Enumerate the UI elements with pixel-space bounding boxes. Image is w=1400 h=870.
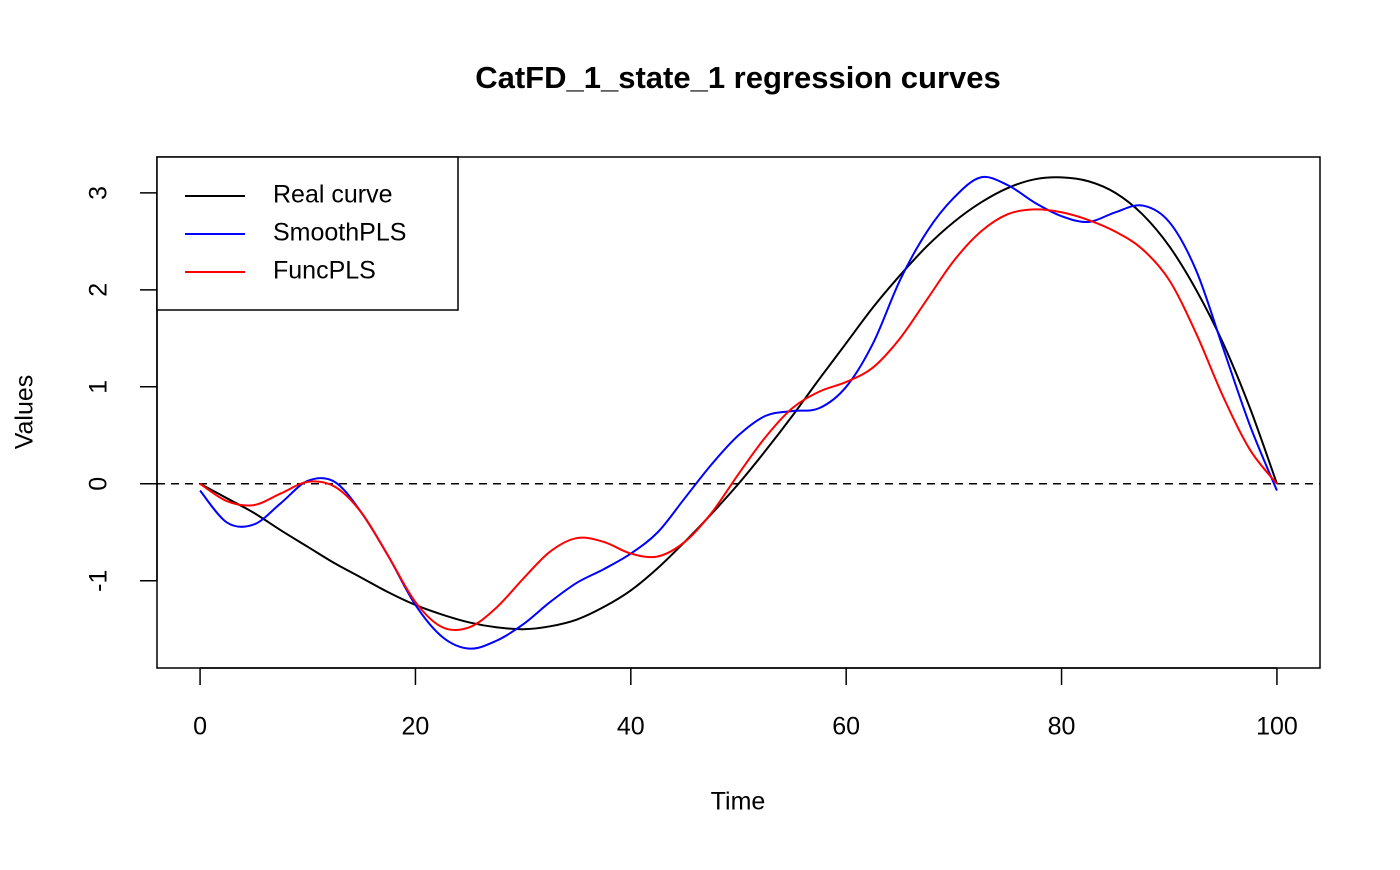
- x-tick-label: 80: [1048, 713, 1076, 741]
- legend-label: FuncPLS: [273, 257, 376, 285]
- x-tick-label: 40: [617, 713, 645, 741]
- y-tick-label: 1: [85, 380, 113, 394]
- line-series: [199, 176, 1278, 631]
- x-tick-label: 60: [832, 713, 860, 741]
- y-tick-label: 0: [85, 477, 113, 491]
- legend-box: [156, 156, 459, 311]
- x-axis-label: Time: [711, 788, 766, 816]
- legend-label: Real curve: [273, 181, 393, 209]
- line-series: [199, 208, 1278, 632]
- legend-label: SmoothPLS: [273, 219, 406, 247]
- x-tick-label: 100: [1256, 713, 1298, 741]
- y-tick-label: -1: [85, 570, 113, 592]
- y-tick-label: 2: [85, 283, 113, 297]
- x-tick-label: 20: [402, 713, 430, 741]
- x-tick-label: 0: [193, 713, 207, 741]
- y-axis-label: Values: [11, 375, 39, 450]
- chart-title: CatFD_1_state_1 regression curves: [475, 60, 1001, 95]
- y-tick-label: 3: [85, 186, 113, 200]
